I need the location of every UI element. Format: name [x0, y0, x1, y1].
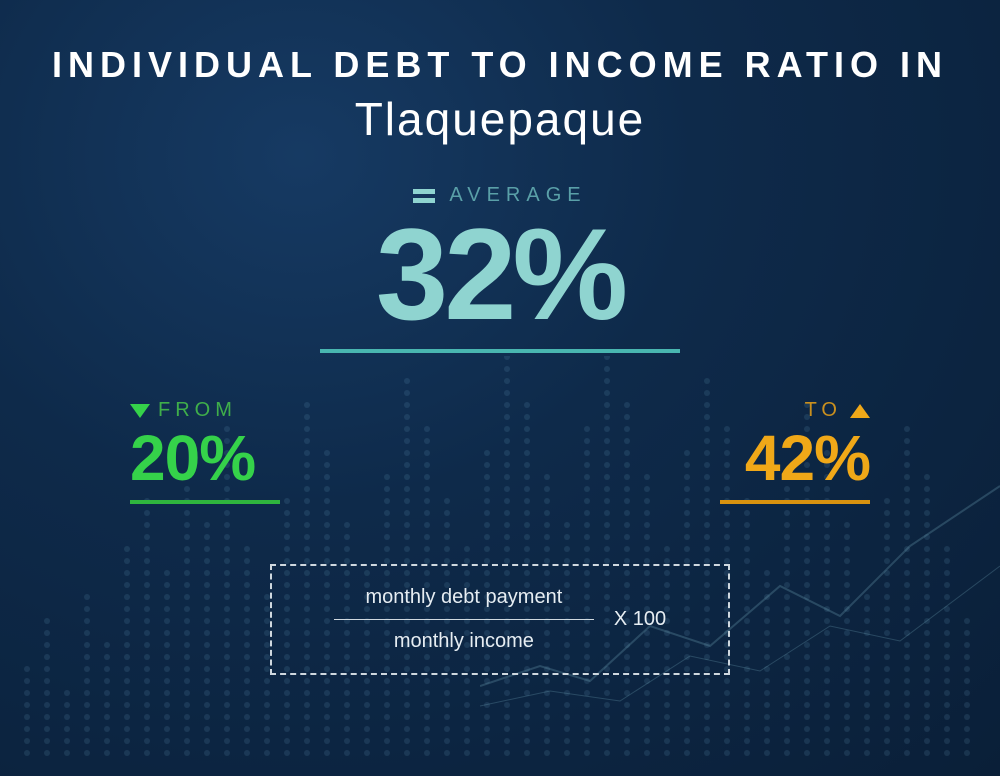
range-row: FROM 20% TO 42% — [120, 399, 880, 504]
content-root: INDIVIDUAL DEBT TO INCOME RATIO IN Tlaqu… — [0, 0, 1000, 776]
range-to-block: TO 42% — [720, 399, 870, 504]
formula-denominator: monthly income — [394, 630, 534, 653]
formula-fraction: monthly debt payment monthly income — [334, 586, 594, 653]
formula-box: monthly debt payment monthly income X 10… — [270, 564, 730, 675]
triangle-down-icon — [130, 404, 150, 418]
range-from-label: FROM — [158, 399, 237, 422]
range-from-label-row: FROM — [130, 399, 280, 422]
range-to-underline — [720, 500, 870, 504]
formula-numerator: monthly debt payment — [365, 586, 562, 609]
average-block: AVERAGE 32% — [320, 184, 680, 353]
average-underline — [320, 349, 680, 353]
range-to-value: 42% — [720, 426, 870, 490]
range-to-label-row: TO — [720, 399, 870, 422]
average-value: 32% — [320, 209, 680, 339]
range-from-block: FROM 20% — [130, 399, 280, 504]
title-line2: Tlaquepaque — [0, 92, 1000, 146]
range-from-underline — [130, 500, 280, 504]
title-line1: INDIVIDUAL DEBT TO INCOME RATIO IN — [0, 44, 1000, 86]
formula-fraction-line — [334, 619, 594, 620]
range-from-value: 20% — [130, 426, 280, 490]
range-to-label: TO — [805, 399, 842, 422]
triangle-up-icon — [850, 404, 870, 418]
formula-multiplier: X 100 — [614, 608, 666, 631]
